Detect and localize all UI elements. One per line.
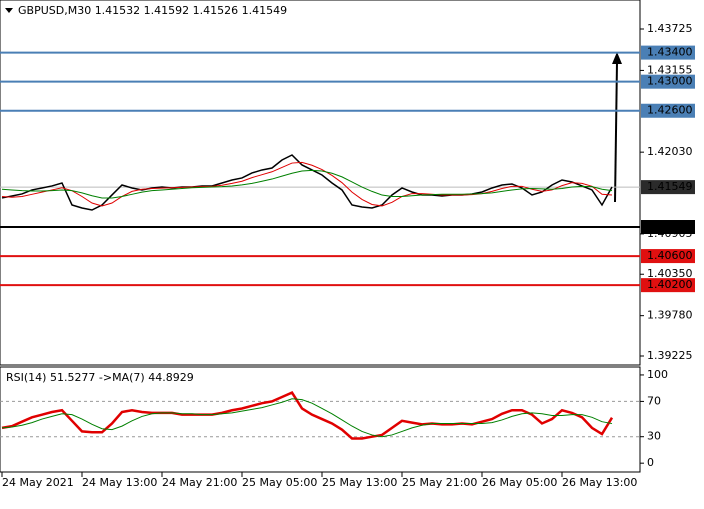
x-tick-label: 24 May 13:00 (82, 476, 157, 489)
level-label-box (641, 45, 695, 60)
x-tick-label: 25 May 13:00 (322, 476, 397, 489)
series-line (1, 169, 613, 199)
y-tick-label: 1.42030 (647, 145, 693, 158)
level-label-box (641, 249, 695, 264)
x-tick-label: 25 May 21:00 (402, 476, 477, 489)
y-tick-label: 0 (647, 456, 654, 469)
y-tick-label: 1.39780 (647, 309, 693, 322)
y-tick-label: 1.43155 (647, 63, 693, 76)
level-label: 1.40200 (647, 278, 693, 291)
x-tick-label: 25 May 05:00 (242, 476, 317, 489)
x-tick-label: 24 May 21:00 (162, 476, 237, 489)
current-price-label: 1.41549 (647, 180, 693, 193)
y-tick-label: 1.39225 (647, 349, 693, 362)
price-panel (0, 0, 641, 366)
rsi-title: RSI(14) 51.5277 ->MA(7) 44.8929 (6, 371, 194, 384)
price-title: GBPUSD,M30 1.41532 1.41592 1.41526 1.415… (18, 4, 287, 17)
series-line (1, 398, 613, 438)
arrow (614, 61, 618, 203)
y-tick-label: 1.43725 (647, 22, 693, 35)
level-label: 1.43000 (647, 75, 693, 88)
x-tick-label: 24 May 2021 (2, 476, 74, 489)
level-label: 1.42600 (647, 104, 693, 117)
current-price-box (641, 180, 695, 195)
level-label: 1.40600 (647, 249, 693, 262)
series-line (1, 161, 613, 207)
level-label-box (641, 220, 695, 235)
level-label-box (641, 74, 695, 89)
x-tick-label: 26 May 13:00 (562, 476, 637, 489)
y-tick-label: 100 (647, 368, 668, 381)
y-tick-label: 70 (647, 394, 661, 407)
y-tick-label: 30 (647, 430, 661, 443)
header-icon (5, 8, 13, 13)
series-line (1, 154, 613, 211)
x-tick-label: 26 May 05:00 (482, 476, 557, 489)
level-label: 1.43400 (647, 46, 693, 59)
series-line (1, 391, 614, 440)
y-tick-label: 1.40350 (647, 267, 693, 280)
level-label-box (641, 103, 695, 118)
level-label: 1.41000 (647, 220, 693, 233)
level-label-box (641, 278, 695, 293)
arrow-head (612, 52, 622, 64)
